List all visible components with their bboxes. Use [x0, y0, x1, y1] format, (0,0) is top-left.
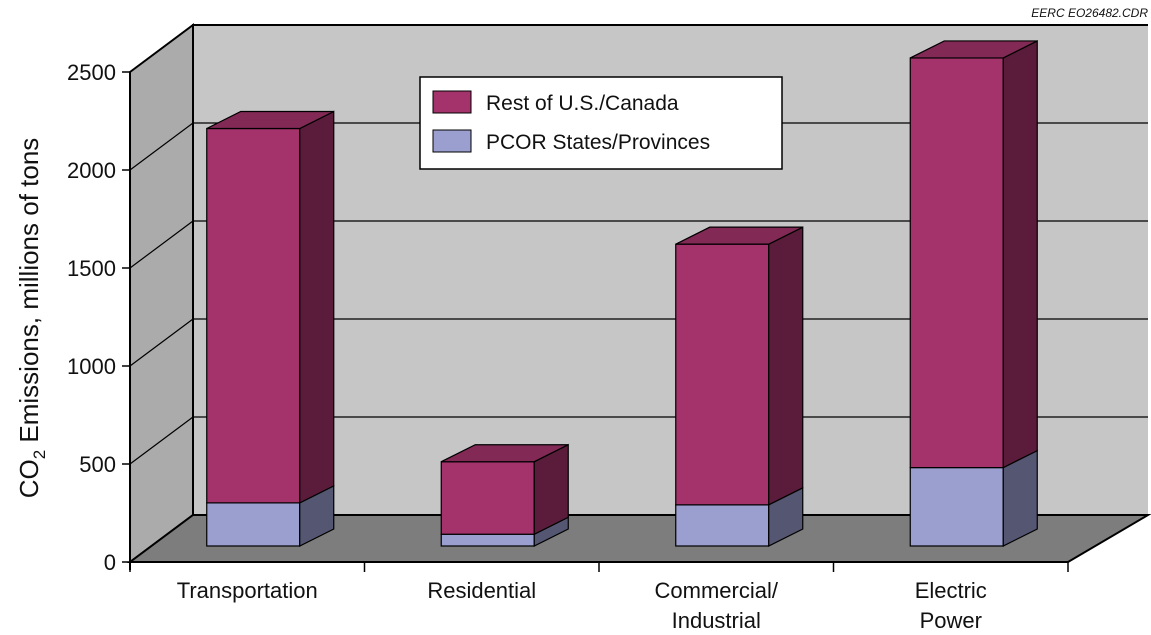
y-tick-label: 1500 [67, 256, 116, 281]
y-tick-labels: 0 500 1000 1500 2000 2500 [67, 60, 116, 575]
bar-segment-pcor [675, 504, 770, 547]
side-gridline [129, 122, 194, 171]
legend-label-pcor: PCOR States/Provinces [486, 131, 710, 154]
bar-segment-pcor [440, 533, 535, 547]
bar-segment-rest [206, 127, 301, 504]
category-label: Commercial/Industrial [655, 578, 779, 633]
legend-label-rest: Rest of U.S./Canada [486, 92, 679, 115]
side-gridline [129, 318, 194, 367]
bar-segment-pcor [206, 502, 301, 547]
bar-segment-rest-side [299, 110, 335, 504]
y-tick-label: 500 [79, 452, 116, 477]
bars [206, 39, 1038, 547]
bar-segment-rest [440, 461, 535, 535]
y-tick-label: 0 [104, 550, 116, 575]
bar-segment-rest [675, 243, 770, 506]
category-label: Transportation [177, 578, 318, 603]
category-label: Residential [427, 578, 536, 603]
bar-stack [440, 443, 569, 547]
axes [122, 71, 1069, 572]
category-label: Electric Power [915, 578, 987, 633]
bar-segment-rest-side [768, 226, 804, 506]
legend: Rest of U.S./Canada PCOR States/Province… [419, 76, 783, 170]
legend-swatch-pcor [432, 129, 472, 153]
y-axis-title-subscript: 2 [30, 450, 49, 459]
bar-segment-pcor [909, 467, 1004, 547]
side-gridline [129, 24, 194, 73]
bar-top [675, 226, 804, 245]
bar-top [206, 110, 335, 130]
category-labels: Transportation Residential Commercial/Indu… [177, 578, 987, 633]
legend-box [419, 76, 783, 170]
legend-swatch-rest [432, 90, 472, 114]
y-tick-label: 1000 [67, 354, 116, 379]
bar-stack [909, 39, 1038, 547]
bar-segment-rest-side [1002, 39, 1038, 469]
bar-stack [206, 110, 335, 547]
side-gridline [129, 220, 194, 269]
side-wall [129, 23, 194, 564]
side-gridline [129, 416, 194, 465]
y-tick-label: 2000 [67, 158, 116, 183]
bar-stack [675, 226, 804, 547]
y-axis-title: CO2 Emissions, millions of tons [14, 138, 49, 499]
bar-segment-rest [909, 57, 1004, 469]
bar-top [909, 40, 1038, 59]
y-tick-label: 2500 [67, 60, 116, 85]
bar-top [440, 444, 569, 463]
credit-label: EERC EO26482.CDR [1031, 6, 1148, 20]
